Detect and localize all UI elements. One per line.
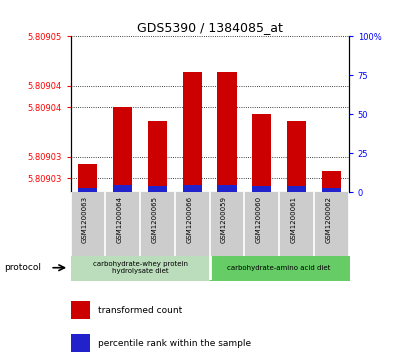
- Bar: [217, 184, 237, 192]
- Bar: [148, 122, 167, 192]
- Text: GSM1200063: GSM1200063: [82, 196, 88, 243]
- Bar: [71, 334, 90, 352]
- Title: GDS5390 / 1384085_at: GDS5390 / 1384085_at: [137, 21, 283, 34]
- Bar: [322, 188, 341, 192]
- Text: GSM1200062: GSM1200062: [325, 196, 331, 242]
- Text: percentile rank within the sample: percentile rank within the sample: [98, 339, 251, 347]
- Bar: [322, 171, 341, 192]
- Bar: [252, 186, 271, 192]
- Text: GSM1200060: GSM1200060: [256, 196, 262, 243]
- Bar: [252, 114, 271, 192]
- Text: GSM1200059: GSM1200059: [221, 196, 227, 242]
- Bar: [113, 184, 132, 192]
- Bar: [287, 122, 306, 192]
- Text: protocol: protocol: [4, 263, 41, 272]
- Bar: [78, 188, 98, 192]
- Bar: [78, 164, 98, 192]
- Bar: [183, 72, 202, 192]
- Bar: [148, 186, 167, 192]
- Text: carbohydrate-amino acid diet: carbohydrate-amino acid diet: [227, 265, 331, 271]
- Bar: [183, 184, 202, 192]
- Bar: [217, 72, 237, 192]
- Bar: [113, 107, 132, 192]
- Text: carbohydrate-whey protein
hydrolysate diet: carbohydrate-whey protein hydrolysate di…: [93, 261, 188, 274]
- Text: GSM1200064: GSM1200064: [117, 196, 123, 242]
- Text: GSM1200065: GSM1200065: [151, 196, 157, 242]
- Bar: [71, 301, 90, 319]
- Text: transformed count: transformed count: [98, 306, 183, 315]
- Text: GSM1200061: GSM1200061: [290, 196, 296, 243]
- Bar: [287, 186, 306, 192]
- Text: GSM1200066: GSM1200066: [186, 196, 192, 243]
